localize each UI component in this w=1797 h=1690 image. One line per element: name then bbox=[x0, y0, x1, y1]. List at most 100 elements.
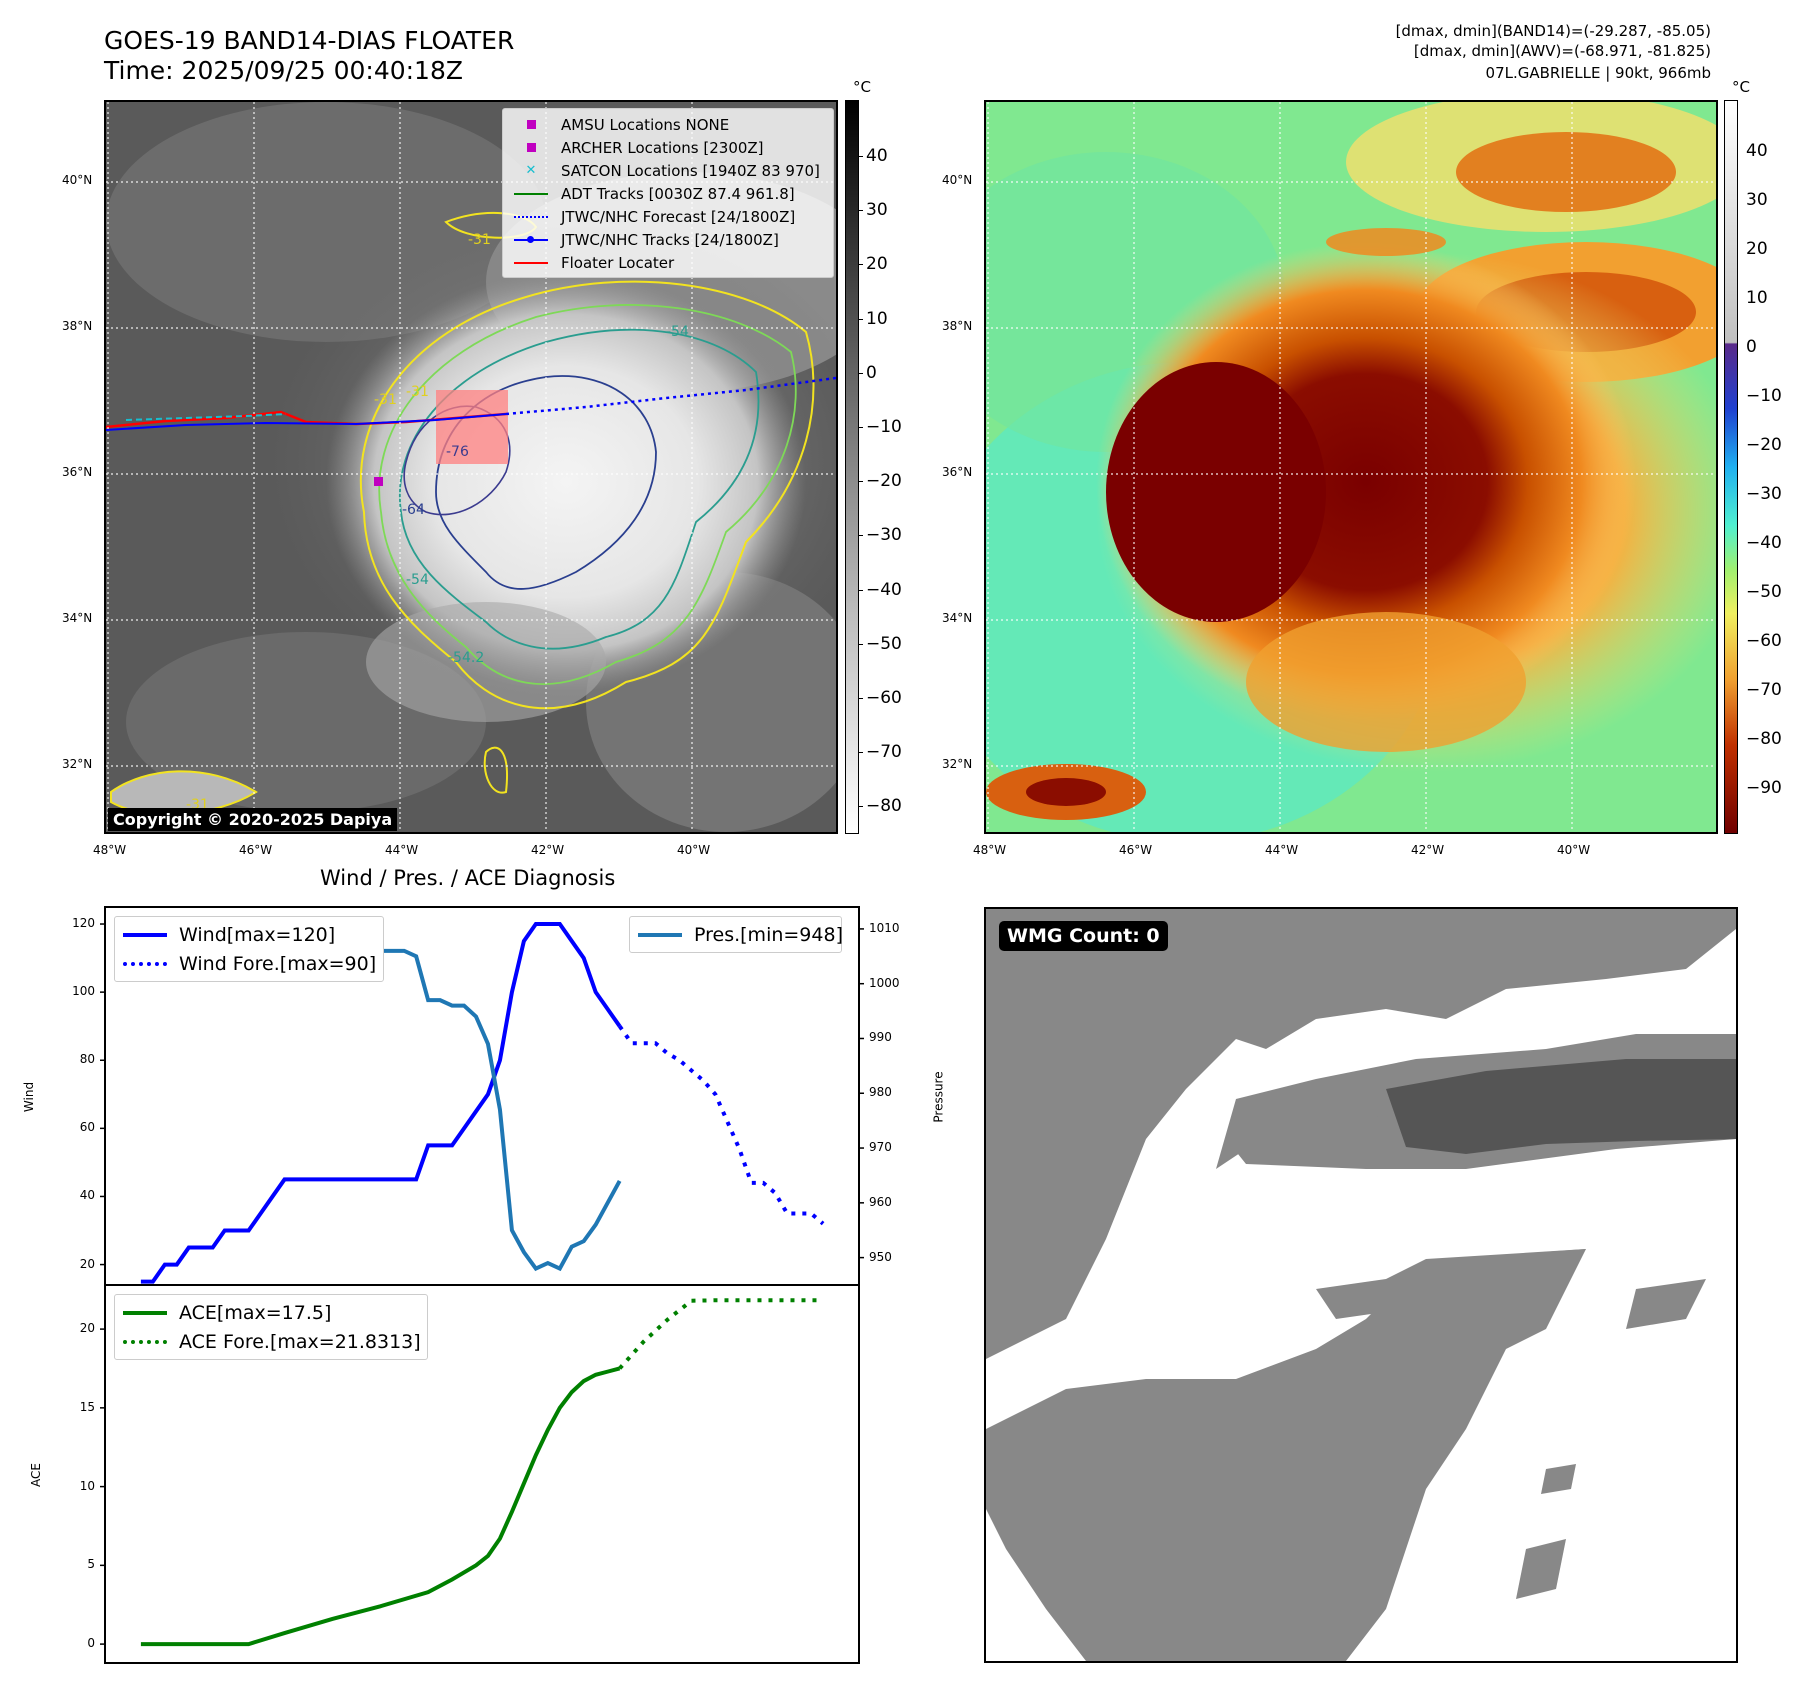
legend-archer: ARCHER Locations [2300Z] bbox=[511, 136, 825, 159]
colorbar-tick: −50 bbox=[1746, 582, 1782, 602]
legend-tracks: JTWC/NHC Tracks [24/1800Z] bbox=[511, 228, 825, 251]
lon-label: 48°W bbox=[973, 843, 1007, 857]
colorbar-tick: 40 bbox=[866, 146, 888, 166]
legend-ace-fore: ACE Fore.[max=21.8313] bbox=[123, 1327, 421, 1356]
wind-tick: 120 bbox=[72, 916, 95, 931]
diagnosis-title: Wind / Pres. / ACE Diagnosis bbox=[320, 866, 616, 890]
lon-label: 44°W bbox=[385, 843, 419, 857]
wind-legend: Wind[max=120] Wind Fore.[max=90] bbox=[114, 916, 384, 982]
lat-label: 32°N bbox=[62, 757, 93, 771]
pressure-legend: Pres.[min=948] bbox=[629, 916, 843, 953]
colorbar-unit: °C bbox=[1732, 78, 1750, 96]
colorbar-tick: 20 bbox=[866, 254, 888, 275]
lat-label: 32°N bbox=[942, 757, 973, 771]
colorbar-tick-mark bbox=[859, 481, 863, 483]
lat-label: 40°N bbox=[62, 173, 93, 187]
lon-label: 42°W bbox=[531, 843, 565, 857]
time-stamp: Time: 2025/09/25 00:40:18Z bbox=[104, 56, 463, 85]
pressure-tick: 1010 bbox=[869, 920, 900, 935]
left-ir-map: -31 -31 -54 -76 -64 -54 -31 -54.2 -31 AM… bbox=[104, 100, 838, 834]
colorbar-tick-mark bbox=[859, 156, 863, 157]
contour-label: -54 bbox=[406, 572, 429, 588]
wind-axis-label: Wind bbox=[22, 1081, 37, 1113]
wind-tick: 20 bbox=[79, 1256, 95, 1271]
ace-axis-label: ACE bbox=[28, 1463, 43, 1487]
colorbar-tick: −70 bbox=[1746, 680, 1782, 700]
colorbar-tick: −10 bbox=[1746, 386, 1782, 406]
colorbar-tick: −30 bbox=[1746, 484, 1782, 504]
lon-label: 44°W bbox=[1265, 843, 1299, 857]
colorbar-tick: 0 bbox=[866, 362, 877, 383]
contour-label: -31 bbox=[406, 384, 429, 400]
colorbar-tick-mark bbox=[859, 372, 863, 374]
lon-label: 46°W bbox=[239, 843, 273, 857]
pressure-tick: 950 bbox=[869, 1249, 892, 1264]
colorbar-tick: −40 bbox=[866, 579, 902, 600]
legend-forecast: JTWC/NHC Forecast [24/1800Z] bbox=[511, 205, 825, 228]
lat-label: 36°N bbox=[942, 465, 973, 479]
right-map-image bbox=[986, 102, 1716, 832]
colorbar-tick: −50 bbox=[866, 633, 902, 654]
ace-tick: 10 bbox=[79, 1478, 95, 1493]
lon-label: 40°W bbox=[677, 843, 711, 857]
colorbar-tick: −80 bbox=[866, 796, 902, 817]
colorbar-tick: −20 bbox=[1746, 435, 1782, 455]
legend-satcon: ✕ SATCON Locations [1940Z 83 970] bbox=[525, 161, 820, 180]
legend-ace: ACE[max=17.5] bbox=[123, 1298, 419, 1327]
colorbar-tick-mark bbox=[859, 427, 863, 428]
colorbar-tick: −70 bbox=[866, 742, 902, 763]
contour-label: -54 bbox=[666, 324, 689, 340]
colorbar-tick: −10 bbox=[866, 417, 902, 437]
colorbar-tick: 20 bbox=[1746, 239, 1768, 259]
info-storm: 07L.GABRIELLE | 90kt, 966mb bbox=[1485, 64, 1711, 82]
contour-label: -64 bbox=[402, 502, 425, 518]
pressure-tick: 990 bbox=[869, 1030, 892, 1045]
contour-label: -31 bbox=[374, 392, 397, 408]
colorbar-unit: °C bbox=[853, 78, 871, 96]
contour-label: -76 bbox=[446, 444, 469, 460]
right-colorbar bbox=[1724, 100, 1738, 834]
colorbar-tick-mark bbox=[859, 210, 863, 212]
wind-tick: 80 bbox=[79, 1052, 95, 1067]
contour-label: -54.2 bbox=[448, 650, 485, 666]
colorbar-tick: 10 bbox=[1746, 288, 1768, 308]
ace-line bbox=[140, 1366, 621, 1647]
wmg-image bbox=[986, 909, 1736, 1661]
colorbar-tick-mark bbox=[859, 643, 863, 645]
lon-label: 40°W bbox=[1557, 843, 1591, 857]
lat-label: 38°N bbox=[942, 319, 973, 333]
left-colorbar bbox=[845, 100, 859, 834]
lon-label: 46°W bbox=[1119, 843, 1153, 857]
colorbar-tick-mark bbox=[859, 318, 863, 320]
lat-label: 34°N bbox=[942, 611, 973, 625]
map-legend: AMSU Locations NONE ARCHER Locations [23… bbox=[502, 108, 834, 278]
info-band14: [dmax, dmin](BAND14)=(-29.287, -85.05) bbox=[1395, 22, 1711, 40]
colorbar-tick-mark bbox=[859, 698, 863, 699]
legend-wind-fore: Wind Fore.[max=90] bbox=[123, 949, 376, 978]
colorbar-tick: 10 bbox=[866, 308, 888, 329]
wind-tick: 60 bbox=[79, 1120, 95, 1135]
colorbar-tick: −80 bbox=[1746, 729, 1782, 749]
lat-label: 38°N bbox=[62, 319, 93, 333]
ace-tick: 5 bbox=[87, 1557, 95, 1572]
lon-label: 42°W bbox=[1411, 843, 1445, 857]
ace-axes-frame bbox=[104, 1284, 860, 1664]
colorbar-tick: −40 bbox=[1746, 533, 1782, 553]
pressure-tick: 1000 bbox=[869, 975, 900, 990]
wind-tick: 100 bbox=[72, 984, 95, 999]
colorbar-tick: 0 bbox=[1746, 337, 1757, 357]
wind-forecast-line bbox=[617, 1025, 825, 1226]
legend-wind: Wind[max=120] bbox=[123, 920, 375, 949]
wmg-count-badge: WMG Count: 0 bbox=[999, 921, 1168, 951]
ace-forecast-line bbox=[618, 1298, 824, 1370]
lat-label: 34°N bbox=[62, 611, 93, 625]
legend-floater: Floater Locater bbox=[511, 251, 825, 274]
wmg-panel: WMG Count: 0 bbox=[984, 907, 1738, 1663]
ace-legend: ACE[max=17.5] ACE Fore.[max=21.8313] bbox=[114, 1294, 428, 1360]
colorbar-tick: −20 bbox=[866, 471, 902, 492]
wind-line bbox=[140, 922, 622, 1284]
colorbar-tick: 40 bbox=[1746, 141, 1768, 161]
colorbar-tick: −30 bbox=[866, 525, 902, 546]
colorbar-tick-mark bbox=[859, 752, 863, 754]
lon-label: 48°W bbox=[93, 843, 127, 857]
